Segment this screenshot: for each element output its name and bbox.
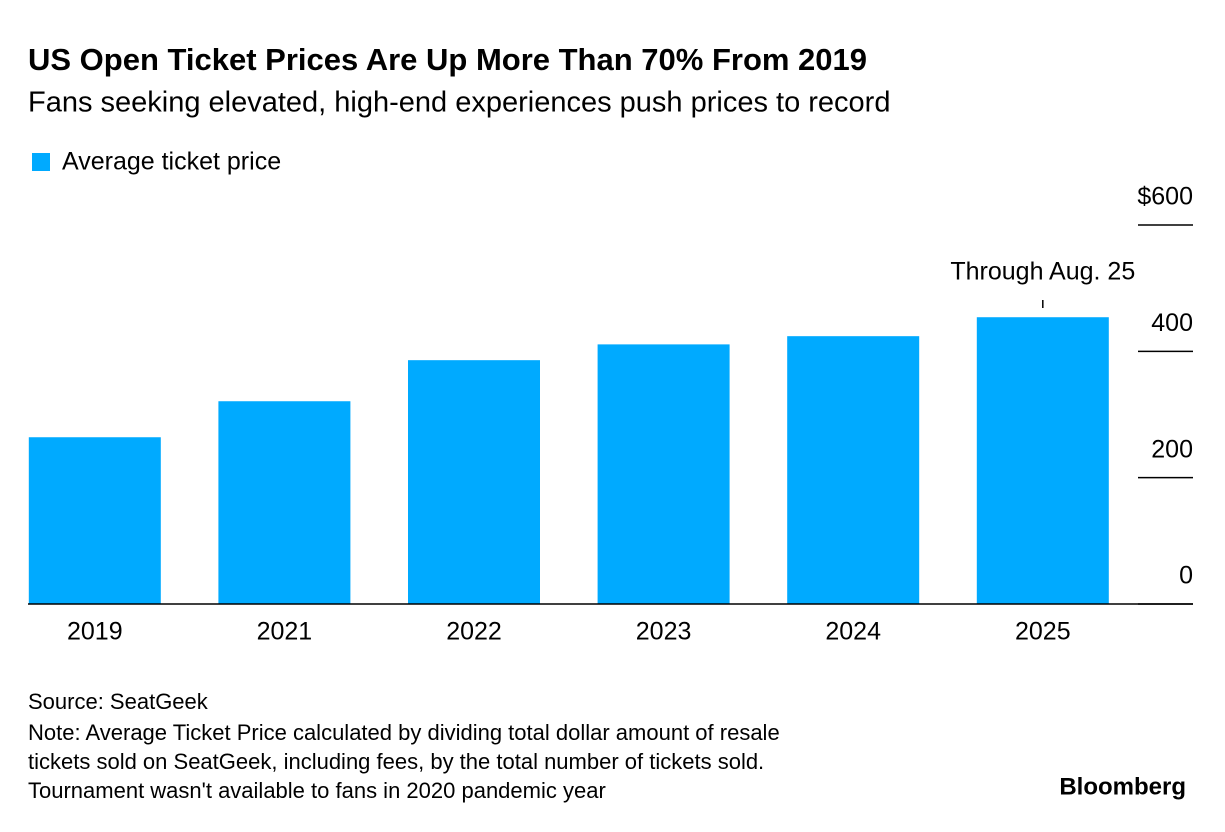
y-tick-label: 200: [1151, 435, 1193, 463]
x-tick-label: 2025: [1015, 618, 1071, 646]
chart-subtitle: Fans seeking elevated, high-end experien…: [28, 87, 890, 119]
bar: [976, 317, 1109, 604]
bar: [28, 437, 161, 604]
note: tickets sold on SeatGeek, including fees…: [28, 749, 764, 774]
note: Tournament wasn't available to fans in 2…: [28, 778, 606, 803]
y-tick-label: $600: [1137, 183, 1193, 211]
y-tick-label: 0: [1179, 562, 1193, 590]
legend-swatch: [32, 153, 50, 171]
x-tick-label: 2024: [825, 618, 881, 646]
bar: [787, 336, 920, 604]
x-tick-label: 2019: [67, 618, 123, 646]
x-tick-label: 2022: [446, 618, 502, 646]
bar: [597, 344, 730, 604]
chart-title: US Open Ticket Prices Are Up More Than 7…: [28, 42, 867, 77]
bar: [218, 401, 351, 604]
annotation: Through Aug. 25: [950, 258, 1135, 286]
x-tick-label: 2023: [636, 618, 692, 646]
x-tick-label: 2021: [257, 618, 313, 646]
legend-label: Average ticket price: [62, 148, 281, 176]
bar: [408, 360, 540, 604]
y-tick-label: 400: [1151, 309, 1193, 337]
brand: Bloomberg: [1059, 773, 1186, 800]
source: Source: SeatGeek: [28, 689, 209, 714]
note: Note: Average Ticket Price calculated by…: [28, 720, 780, 745]
